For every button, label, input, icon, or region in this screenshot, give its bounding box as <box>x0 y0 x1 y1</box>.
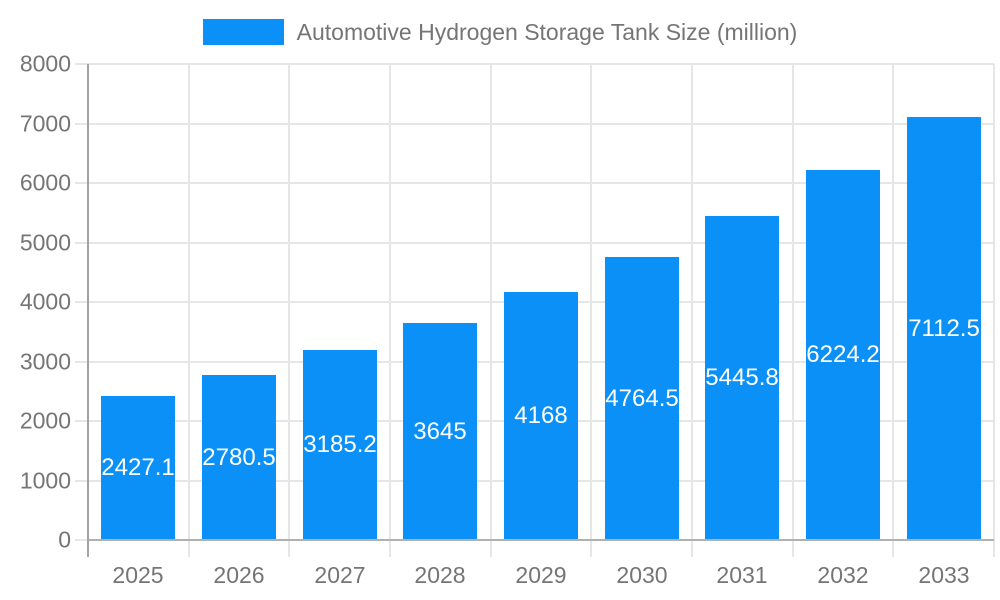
x-tick-label: 2025 <box>112 562 164 588</box>
x-gridline <box>590 64 592 557</box>
bar-value-label: 4764.5 <box>605 385 679 412</box>
x-gridline <box>490 64 492 557</box>
y-gridline <box>75 123 994 125</box>
x-tick-label: 2029 <box>515 562 567 588</box>
bar <box>504 292 578 540</box>
bar-value-label: 5445.8 <box>705 364 779 391</box>
x-tick-label: 2031 <box>716 562 768 588</box>
y-gridline <box>75 242 994 244</box>
y-tick-label: 4000 <box>19 288 71 315</box>
bar <box>202 375 276 540</box>
bar-value-label: 6224.2 <box>806 341 880 368</box>
x-gridline <box>389 64 391 557</box>
bar <box>705 216 779 540</box>
x-axis-line <box>88 539 994 541</box>
x-gridline <box>993 64 995 557</box>
y-tick-label: 8000 <box>19 50 71 77</box>
x-tick-label: 2026 <box>213 562 265 588</box>
x-gridline <box>792 64 794 557</box>
y-tick-label: 5000 <box>19 229 71 256</box>
bar-value-label: 2427.1 <box>101 454 175 481</box>
x-tick-label: 2027 <box>314 562 366 588</box>
y-tick-label: 6000 <box>19 169 71 196</box>
legend: Automotive Hydrogen Storage Tank Size (m… <box>0 16 1000 48</box>
legend-swatch <box>202 19 284 45</box>
y-tick-label: 2000 <box>19 407 71 434</box>
x-tick-label: 2028 <box>414 562 466 588</box>
y-tick-label: 1000 <box>19 467 71 494</box>
x-gridline <box>188 64 190 557</box>
y-tick-label: 7000 <box>19 110 71 137</box>
bar <box>806 170 880 540</box>
y-tick-label: 0 <box>58 526 71 553</box>
bar-value-label: 2780.5 <box>202 444 276 471</box>
x-tick-label: 2033 <box>918 562 970 588</box>
bar-value-label: 3185.2 <box>303 431 377 458</box>
x-tick-label: 2030 <box>616 562 668 588</box>
bar-value-label: 4168 <box>514 402 568 429</box>
y-gridline <box>75 182 994 184</box>
bar-value-label: 3645 <box>413 418 467 445</box>
bar <box>303 350 377 540</box>
bar <box>403 323 477 540</box>
x-gridline <box>691 64 693 557</box>
y-gridline <box>75 63 994 65</box>
x-gridline <box>288 64 290 557</box>
bar <box>907 117 981 540</box>
legend-label: Automotive Hydrogen Storage Tank Size (m… <box>296 19 798 45</box>
bar <box>605 257 679 540</box>
bar <box>101 396 175 540</box>
y-tick-label: 3000 <box>19 348 71 375</box>
y-axis-line <box>87 64 89 557</box>
bar-value-label: 7112.5 <box>908 315 980 342</box>
x-gridline <box>892 64 894 557</box>
x-tick-label: 2032 <box>817 562 869 588</box>
